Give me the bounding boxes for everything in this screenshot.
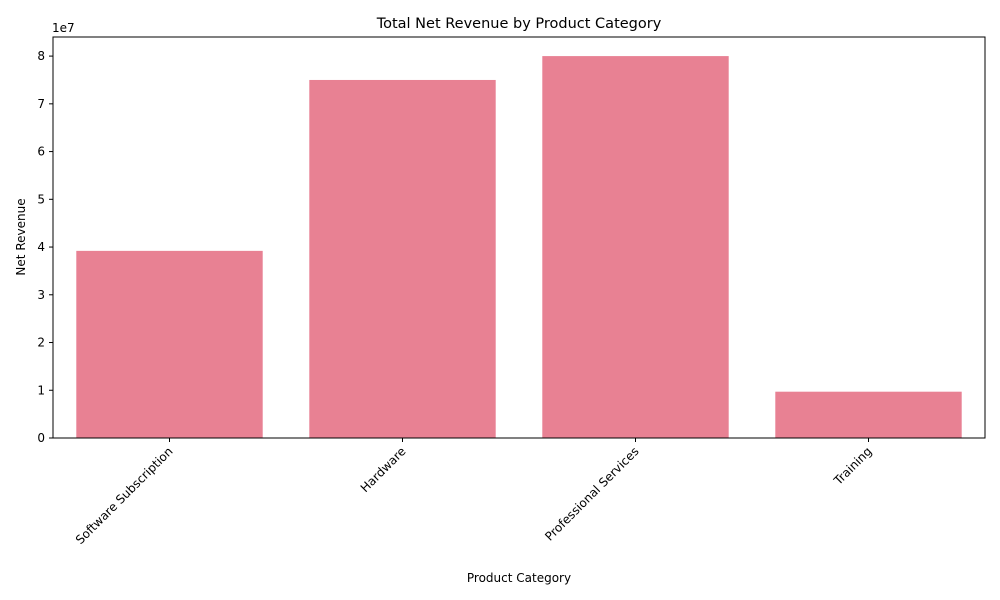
y-tick-label: 4	[37, 240, 45, 254]
x-tick-label: Hardware	[358, 444, 409, 495]
chart-title: Total Net Revenue by Product Category	[376, 16, 662, 32]
bar-training	[775, 391, 962, 438]
y-tick-label: 7	[37, 97, 45, 111]
y-tick-label: 2	[37, 336, 45, 350]
y-tick-label: 5	[37, 192, 45, 206]
y-tick-label: 0	[37, 431, 45, 445]
bar-professional-services	[542, 56, 729, 438]
y-tick-label: 8	[37, 49, 45, 63]
x-ticks-group: Software Subscription Hardware Professiona…	[73, 438, 875, 547]
plot-frame	[52, 36, 986, 439]
bar-hardware	[309, 79, 496, 438]
y-axis-label: Net Revenue	[14, 198, 28, 275]
y-axis-offset-label: 1e7	[52, 21, 75, 35]
bars-group	[76, 56, 962, 438]
y-tick-label: 3	[37, 288, 45, 302]
x-tick-label: Professional Services	[542, 444, 641, 543]
x-axis-label: Product Category	[467, 571, 571, 585]
y-tick-label: 6	[37, 145, 45, 159]
x-tick-label: Training	[831, 444, 875, 488]
bar-software-subscription	[76, 250, 263, 438]
x-tick-label: Software Subscription	[73, 444, 176, 547]
y-ticks-group: 0 1 2 3 4 5 6 7 8	[37, 49, 53, 445]
y-tick-label: 1	[37, 383, 45, 397]
